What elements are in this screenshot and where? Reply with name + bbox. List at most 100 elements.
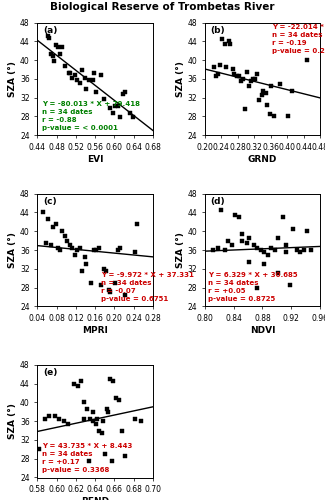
Point [139, 417, 144, 425]
Y-axis label: SZA (°): SZA (°) [8, 404, 17, 439]
Point [116, 102, 121, 110]
Point [261, 86, 266, 94]
Point [122, 290, 127, 298]
Point [290, 86, 295, 94]
Text: Y = 6.329 * X + 30.685
n = 34 dates
r = +0.05
p-value = 0.8725: Y = 6.329 * X + 30.685 n = 34 dates r = … [208, 272, 298, 302]
Point [94, 246, 99, 254]
Point [119, 426, 124, 434]
Point [240, 236, 245, 244]
Point [120, 90, 125, 98]
Point [135, 220, 140, 228]
Point [81, 415, 86, 423]
Point [68, 69, 73, 77]
Point [60, 227, 65, 235]
Point [58, 50, 63, 58]
Point [256, 96, 262, 104]
Point [251, 242, 256, 250]
Point [254, 244, 259, 252]
Point [53, 220, 58, 228]
Point [108, 375, 113, 383]
Point [90, 76, 95, 84]
Point [258, 246, 264, 254]
Point [236, 72, 241, 80]
X-axis label: EVI: EVI [87, 154, 103, 164]
Point [117, 396, 122, 404]
Point [248, 77, 254, 85]
Point [50, 222, 55, 230]
Text: (e): (e) [43, 368, 58, 378]
Point [70, 244, 75, 252]
Point [47, 34, 52, 42]
Point [232, 211, 238, 219]
Point [297, 248, 303, 256]
Point [280, 213, 285, 221]
Point [70, 74, 75, 82]
Point [116, 246, 121, 254]
Point [55, 244, 60, 252]
Point [82, 253, 87, 261]
Point [234, 72, 240, 80]
Point [43, 415, 48, 423]
Point [247, 234, 252, 242]
Y-axis label: SZA (°): SZA (°) [8, 232, 17, 268]
Point [273, 246, 278, 254]
Point [105, 408, 110, 416]
Point [268, 244, 274, 252]
Point [269, 82, 274, 90]
Point [215, 70, 220, 78]
Point [215, 244, 220, 252]
Point [99, 429, 104, 437]
Point [277, 80, 282, 88]
Point [122, 88, 127, 96]
Point [94, 88, 99, 96]
Point [261, 260, 266, 268]
Point [52, 57, 57, 65]
Point [304, 56, 309, 64]
Point [87, 457, 92, 465]
X-axis label: REND: REND [81, 497, 109, 500]
Point [251, 75, 256, 83]
Point [75, 382, 80, 390]
Point [114, 394, 119, 402]
Point [240, 230, 245, 237]
Point [79, 66, 84, 74]
Point [222, 246, 227, 254]
Point [98, 281, 103, 289]
Point [266, 250, 271, 258]
Point [94, 415, 99, 423]
Point [240, 75, 245, 83]
Point [111, 108, 116, 116]
Point [108, 104, 113, 112]
Point [82, 74, 87, 82]
Point [72, 71, 77, 79]
Y-axis label: SZA (°): SZA (°) [176, 61, 185, 96]
Point [113, 279, 118, 287]
Point [214, 72, 219, 80]
Point [92, 69, 97, 77]
Point [91, 417, 96, 425]
Point [259, 91, 264, 99]
Point [87, 76, 92, 84]
Point [226, 38, 231, 46]
Text: (b): (b) [211, 26, 225, 35]
Point [287, 281, 292, 289]
Y-axis label: SZA (°): SZA (°) [176, 232, 185, 268]
Point [283, 248, 288, 256]
Point [276, 270, 281, 278]
Point [247, 82, 252, 90]
Point [130, 114, 135, 122]
Point [253, 75, 258, 83]
Point [294, 246, 300, 254]
Point [77, 244, 82, 252]
Point [265, 100, 270, 108]
Point [127, 108, 132, 116]
Point [117, 114, 123, 122]
Point [88, 415, 93, 423]
Point [108, 288, 113, 296]
Point [66, 69, 71, 77]
Point [290, 225, 295, 233]
Point [267, 110, 272, 118]
Text: (a): (a) [43, 26, 58, 35]
Point [96, 426, 101, 434]
Point [228, 40, 233, 48]
